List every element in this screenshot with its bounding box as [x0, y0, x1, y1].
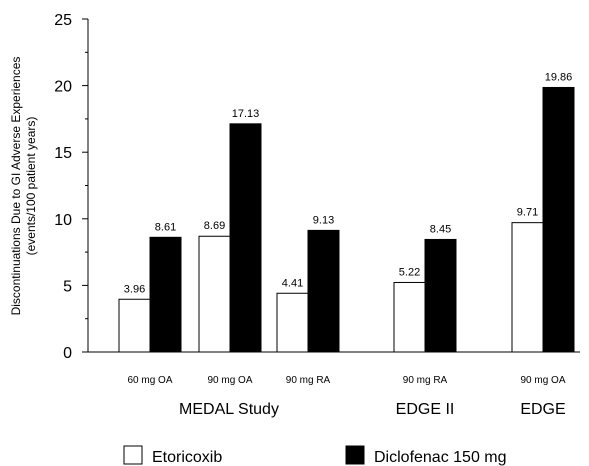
category-label: 90 mg RA — [286, 375, 331, 386]
bar-diclofenac — [424, 238, 457, 353]
data-label: 8.61 — [155, 221, 176, 233]
data-label: 5.22 — [399, 266, 420, 278]
group-label: EDGE II — [396, 401, 455, 418]
bar-diclofenac — [229, 123, 262, 353]
group-label: MEDAL Study — [179, 401, 279, 418]
bar-etoricoxib — [276, 292, 309, 353]
legend-swatch — [345, 445, 365, 465]
y-axis-title: Discontinuations Due to GI Adverse Exper… — [9, 57, 38, 316]
bar-etoricoxib — [198, 235, 231, 353]
data-label: 4.41 — [282, 277, 303, 289]
data-label: 17.13 — [232, 108, 260, 120]
legend-swatch — [123, 445, 143, 465]
bar-etoricoxib — [393, 281, 426, 353]
bars — [118, 86, 575, 353]
legend: Etoricoxib Diclofenac 150 mg — [123, 445, 507, 466]
category-label: 60 mg OA — [127, 375, 172, 386]
data-label: 8.45 — [430, 223, 451, 235]
category-label: 90 mg OA — [207, 375, 252, 386]
data-label: 9.71 — [517, 207, 538, 219]
y-tick-label: 10 — [54, 212, 72, 229]
y-ticks: 0 5 10 15 20 25 — [54, 12, 88, 362]
bar-diclofenac — [307, 229, 340, 353]
y-tick-label: 15 — [54, 145, 72, 162]
legend-label: Diclofenac 150 mg — [374, 449, 507, 466]
data-label: 8.69 — [204, 220, 225, 232]
bar-etoricoxib — [511, 222, 544, 353]
y-tick-label: 20 — [54, 79, 72, 96]
data-label: 3.96 — [124, 283, 145, 295]
data-label: 9.13 — [313, 214, 334, 226]
y-tick-label: 25 — [54, 12, 72, 29]
bar-etoricoxib — [118, 298, 151, 353]
category-label: 90 mg OA — [520, 375, 565, 386]
category-label: 90 mg RA — [403, 375, 448, 386]
bar-diclofenac — [149, 236, 182, 353]
bar-diclofenac — [542, 86, 575, 353]
y-tick-label: 5 — [63, 278, 72, 295]
y-tick-label: 0 — [63, 345, 72, 362]
data-labels: 3.96 8.61 8.69 17.13 4.41 9.13 5.22 8.45 9.71 19.… — [124, 71, 572, 295]
legend-label: Etoricoxib — [152, 449, 222, 466]
data-label: 19.86 — [545, 71, 573, 83]
category-labels: 60 mg OA 90 mg OA 90 mg RA 90 mg RA 90 mg OA — [127, 375, 565, 386]
y-axis-title-line-2: (events/100 patient years) — [24, 117, 38, 256]
group-label: EDGE — [520, 401, 565, 418]
y-axis-title-line-1: Discontinuations Due to GI Adverse Exper… — [9, 57, 23, 316]
group-labels: MEDAL Study EDGE II EDGE — [179, 401, 566, 418]
